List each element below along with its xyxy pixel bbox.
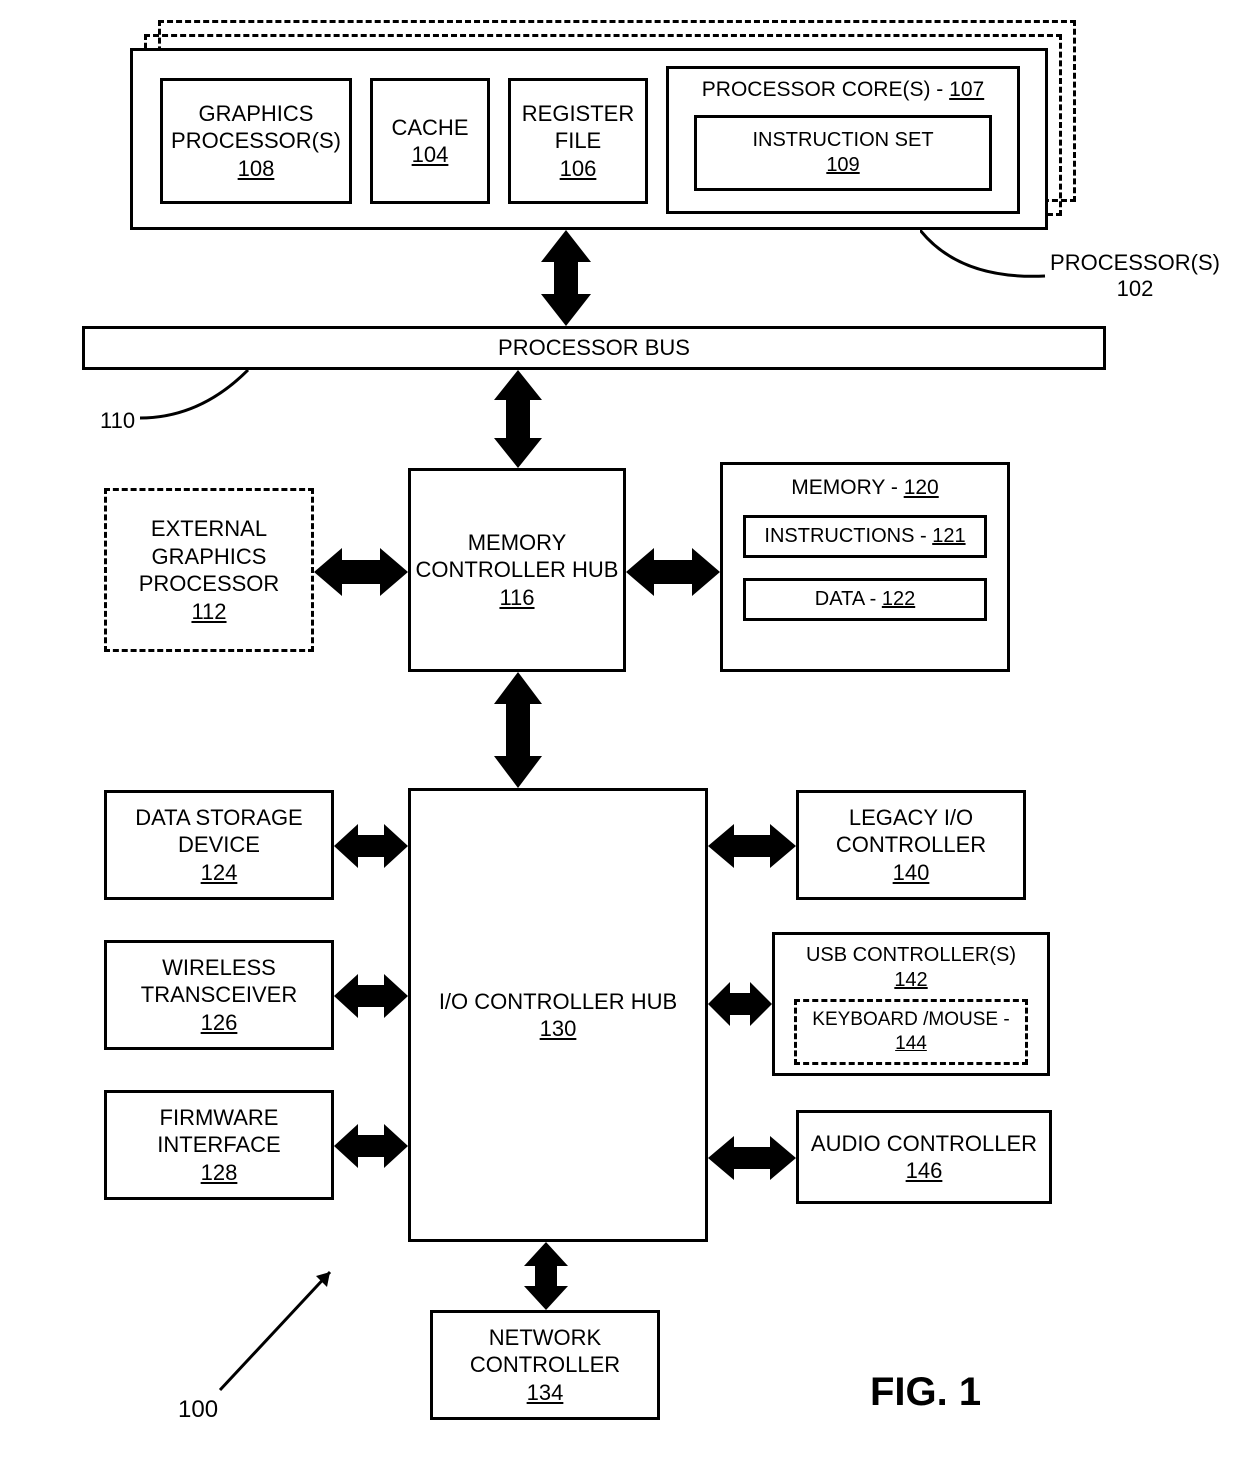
cache-ref: 104 — [412, 141, 449, 169]
data-storage-box: DATA STORAGE DEVICE 124 — [104, 790, 334, 900]
processor-bus-box: PROCESSOR BUS — [82, 326, 1106, 370]
instruction-set-box: INSTRUCTION SET 109 — [694, 115, 992, 191]
network-controller-box: NETWORK CONTROLLER 134 — [430, 1310, 660, 1420]
processor-cores-ref: 107 — [949, 78, 984, 101]
bus-ref-label: 110 — [100, 408, 135, 434]
arrow-storage-ich — [334, 820, 408, 872]
cache-box: CACHE 104 — [370, 78, 490, 204]
processor-cores-box: PROCESSOR CORE(S) - 107 INSTRUCTION SET … — [666, 66, 1020, 214]
arrow-firmware-ich — [334, 1120, 408, 1172]
graphics-processor-label: GRAPHICS PROCESSOR(S) — [163, 100, 349, 155]
memory-ref: 120 — [904, 476, 939, 499]
audio-box: AUDIO CONTROLLER 146 — [796, 1110, 1052, 1204]
ich-box: I/O CONTROLLER HUB 130 — [408, 788, 708, 1242]
register-file-label: REGISTER FILE — [511, 100, 645, 155]
data-box: DATA - 122 — [743, 578, 987, 621]
wireless-box: WIRELESS TRANSCEIVER 126 — [104, 940, 334, 1050]
processor-lead-line — [920, 230, 1060, 290]
system-ref-label: 100 — [178, 1396, 218, 1424]
external-graphics-box: EXTERNAL GRAPHICS PROCESSOR 112 — [104, 488, 314, 652]
arrow-bus-mch — [490, 370, 546, 468]
processor-cores-label: PROCESSOR CORE(S) - — [702, 78, 944, 101]
arrow-ich-audio — [708, 1132, 796, 1184]
arrow-ich-legacy — [708, 820, 796, 872]
memory-box: MEMORY - 120 INSTRUCTIONS - 121 DATA - 1… — [720, 462, 1010, 672]
arrow-ich-network — [518, 1242, 574, 1310]
arrow-mch-ich — [490, 672, 546, 788]
arrow-wireless-ich — [334, 970, 408, 1022]
graphics-processor-box: GRAPHICS PROCESSOR(S) 108 — [160, 78, 352, 204]
system-ref-arrow — [210, 1260, 350, 1400]
instruction-set-label: INSTRUCTION SET — [752, 128, 933, 153]
arrow-processor-bus — [536, 230, 596, 326]
arrow-ich-usb — [708, 978, 772, 1030]
figure-label: FIG. 1 — [870, 1370, 981, 1415]
graphics-processor-ref: 108 — [238, 155, 275, 183]
arrow-extgfx-mch — [314, 544, 408, 600]
legacy-io-box: LEGACY I/O CONTROLLER 140 — [796, 790, 1026, 900]
mch-label: MEMORY CONTROLLER HUB — [411, 529, 623, 584]
ich-label: I/O CONTROLLER HUB — [439, 988, 677, 1016]
ext-graphics-ref: 112 — [191, 598, 226, 626]
ich-ref: 130 — [540, 1015, 577, 1043]
mch-ref: 116 — [499, 584, 534, 612]
bus-lead-line — [140, 370, 260, 430]
cache-label: CACHE — [391, 114, 468, 142]
register-file-ref: 106 — [560, 155, 597, 183]
ext-graphics-label: EXTERNAL GRAPHICS PROCESSOR — [107, 515, 311, 598]
processors-label-text: PROCESSOR(S) 102 — [1050, 250, 1220, 302]
keyboard-mouse-box: KEYBOARD /MOUSE - 144 — [794, 999, 1028, 1065]
usb-box: USB CONTROLLER(S) 142 KEYBOARD /MOUSE - … — [772, 932, 1050, 1076]
mch-box: MEMORY CONTROLLER HUB 116 — [408, 468, 626, 672]
arrow-mch-memory — [626, 544, 720, 600]
processor-bus-label: PROCESSOR BUS — [498, 334, 690, 362]
memory-label: MEMORY - — [791, 476, 898, 499]
firmware-box: FIRMWARE INTERFACE 128 — [104, 1090, 334, 1200]
instructions-box: INSTRUCTIONS - 121 — [743, 515, 987, 558]
instruction-set-ref: 109 — [826, 153, 859, 178]
register-file-box: REGISTER FILE 106 — [508, 78, 648, 204]
